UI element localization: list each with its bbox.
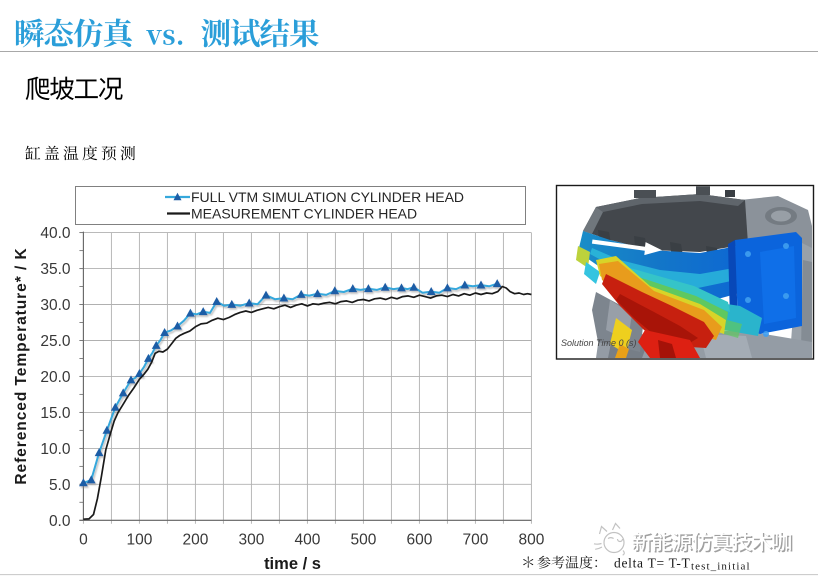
svg-text:FULL VTM SIMULATION CYLINDER H: FULL VTM SIMULATION CYLINDER HEAD xyxy=(191,189,464,205)
svg-text:200: 200 xyxy=(182,532,208,549)
svg-text:400: 400 xyxy=(294,532,320,549)
svg-text:15.0: 15.0 xyxy=(40,405,71,422)
svg-text:Solution Time 0 (s): Solution Time 0 (s) xyxy=(561,338,636,348)
svg-text:10.0: 10.0 xyxy=(40,441,71,458)
svg-text:35.0: 35.0 xyxy=(40,261,71,278)
svg-text:25.0: 25.0 xyxy=(40,333,71,350)
svg-text:Referenced Temperature* / K: Referenced Temperature* / K xyxy=(13,247,30,484)
svg-text:800: 800 xyxy=(518,532,544,549)
svg-text:0.0: 0.0 xyxy=(49,513,71,530)
svg-text:test_initial: test_initial xyxy=(691,561,751,573)
svg-text:300: 300 xyxy=(238,532,264,549)
svg-text:600: 600 xyxy=(406,532,432,549)
svg-text:5.0: 5.0 xyxy=(49,477,71,494)
svg-text:0: 0 xyxy=(79,532,88,549)
svg-text:delta T= T-T: delta T= T-T xyxy=(614,556,691,571)
svg-text:MEASUREMENT CYLINDER HEAD: MEASUREMENT CYLINDER HEAD xyxy=(191,206,417,222)
svg-text:30.0: 30.0 xyxy=(40,297,71,314)
svg-text:20.0: 20.0 xyxy=(40,369,71,386)
svg-text:40.0: 40.0 xyxy=(40,225,71,242)
svg-text:700: 700 xyxy=(462,532,488,549)
svg-text:100: 100 xyxy=(126,532,152,549)
svg-text:500: 500 xyxy=(350,532,376,549)
svg-text:time / s: time / s xyxy=(264,555,321,573)
